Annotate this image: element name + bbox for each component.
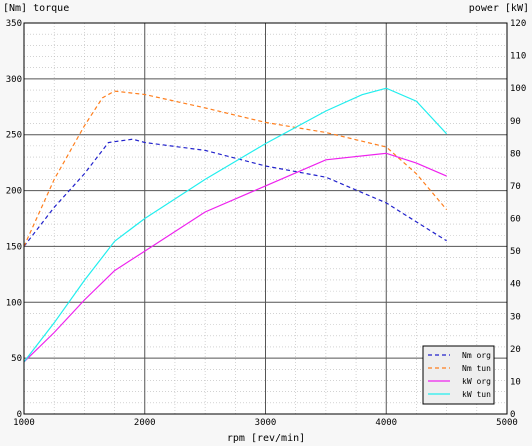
x-axis-title: rpm [rev/min] (227, 433, 305, 444)
x-tick-label: 2000 (134, 418, 156, 428)
series-line-nm-org (23, 138, 447, 247)
legend-label: kW org (462, 377, 491, 386)
y-left-tick-label: 150 (6, 242, 22, 252)
y-right-tick-label: 110 (510, 52, 526, 62)
tick-layer: 1000 2000 3000 4000 500005010015020025030035… (6, 19, 527, 428)
y-left-tick-label: 200 (6, 187, 22, 197)
y-right-tick-label: 0 (510, 410, 515, 420)
y-right-tick-label: 120 (510, 19, 526, 29)
y-right-tick-label: 70 (510, 182, 521, 192)
y-left-tick-label: 0 (17, 410, 22, 420)
grid-layer (24, 23, 507, 414)
y-right-tick-label: 10 (510, 377, 521, 387)
legend-label: Nm org (462, 351, 491, 360)
legend-label: kW tun (462, 390, 491, 399)
x-tick-label: 4000 (375, 418, 397, 428)
left-axis-title: [Nm] torque (3, 3, 69, 14)
x-tick-label: 1000 (13, 418, 35, 428)
y-right-tick-label: 100 (510, 84, 526, 94)
y-left-tick-label: 250 (6, 131, 22, 141)
y-right-tick-label: 80 (510, 149, 521, 159)
plot-border (23, 22, 508, 415)
legend-label: Nm tun (462, 364, 491, 373)
y-left-tick-label: 350 (6, 19, 22, 29)
y-right-tick-label: 60 (510, 215, 521, 225)
y-right-tick-label: 50 (510, 247, 521, 257)
y-right-tick-label: 20 (510, 345, 521, 355)
series-line-kw-tun (23, 87, 448, 363)
right-axis-title: power [kW] (469, 3, 529, 14)
y-right-tick-label: 90 (510, 117, 521, 127)
x-tick-label: 3000 (255, 418, 277, 428)
y-left-tick-label: 300 (6, 75, 22, 85)
legend: Nm org Nm tun kW org kW tun (422, 345, 495, 405)
y-right-tick-label: 30 (510, 312, 521, 322)
y-left-tick-label: 50 (11, 354, 22, 364)
series-layer (23, 87, 448, 363)
y-right-tick-label: 40 (510, 280, 521, 290)
x-tick-label: 5000 (496, 418, 518, 428)
series-line-kw-org (23, 152, 447, 363)
y-left-tick-label: 100 (6, 298, 22, 308)
